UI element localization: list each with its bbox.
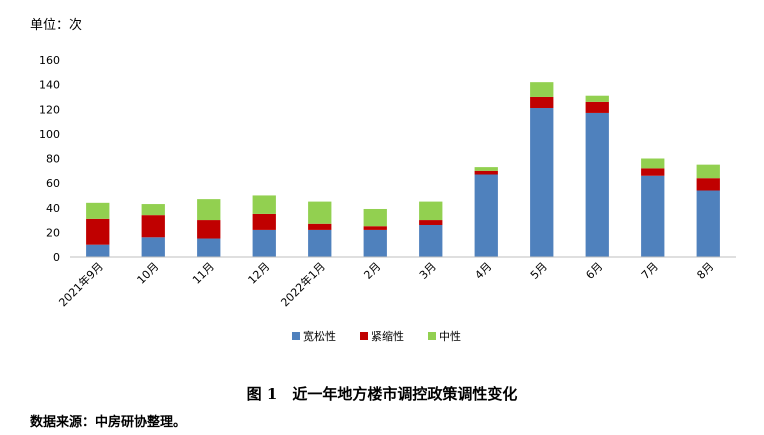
legend-swatch <box>360 332 368 340</box>
bar-segment-loose <box>585 112 609 257</box>
bar-segment-loose <box>86 244 110 257</box>
bar-segment-neutral <box>530 82 554 97</box>
bar-segment-loose <box>530 108 554 257</box>
bar-segment-tight <box>252 213 276 230</box>
bar-segment-loose <box>197 238 221 257</box>
legend: 宽松性 紧缩性 中性 <box>292 329 461 343</box>
stacked-bar-chart: 0 20 40 60 80 100 120 140 160 2021年9月 10月 11月 12月 20… <box>39 54 736 343</box>
x-tick-label: 2月 <box>361 260 383 282</box>
y-tick-label: 140 <box>39 79 60 92</box>
bar-segment-neutral <box>141 204 165 216</box>
bar-segment-tight <box>86 218 110 245</box>
bar-segment-loose <box>252 229 276 257</box>
x-tick-label: 2022年1月 <box>278 259 328 309</box>
bar-segment-neutral <box>585 95 609 102</box>
bar-segment-neutral <box>696 164 720 179</box>
bar-segment-loose <box>308 229 332 257</box>
legend-label: 宽松性 <box>303 329 336 343</box>
x-tick-label: 6月 <box>583 260 605 282</box>
y-tick-label: 160 <box>39 54 60 67</box>
bar-segment-loose <box>419 224 443 257</box>
x-tick-label: 2021年9月 <box>56 259 106 309</box>
unit-label: 单位：次 <box>30 18 83 33</box>
x-tick-label: 11月 <box>190 260 217 287</box>
x-axis: 2021年9月 10月 11月 12月 2022年1月 2月 3月 4月 5月 6月 7月 8月 <box>56 259 717 309</box>
bars-group <box>86 82 720 257</box>
bar-segment-tight <box>641 168 665 176</box>
bar-segment-neutral <box>197 199 221 221</box>
bar-segment-neutral <box>419 201 443 221</box>
legend-swatch <box>428 332 436 340</box>
x-tick-label: 7月 <box>639 260 661 282</box>
x-tick-label: 8月 <box>694 260 716 282</box>
bar-segment-tight <box>197 220 221 239</box>
data-source: 数据来源：中房研协整理。 <box>30 415 187 430</box>
legend-swatch <box>292 332 300 340</box>
legend-label: 中性 <box>439 329 461 343</box>
y-axis: 0 20 40 60 80 100 120 140 160 <box>39 54 60 264</box>
bar-segment-neutral <box>641 158 665 169</box>
bar-segment-loose <box>696 190 720 257</box>
bar-segment-neutral <box>86 202 110 219</box>
y-tick-label: 120 <box>39 103 60 116</box>
bar-segment-tight <box>474 170 498 175</box>
bar-segment-tight <box>308 223 332 230</box>
bar-segment-tight <box>585 101 609 113</box>
y-tick-label: 80 <box>46 153 60 166</box>
x-tick-label: 3月 <box>417 260 439 282</box>
bar-segment-loose <box>141 237 165 257</box>
x-tick-label: 12月 <box>246 260 273 287</box>
bar-segment-neutral <box>474 167 498 171</box>
x-tick-label: 10月 <box>135 260 162 287</box>
bar-segment-neutral <box>308 201 332 224</box>
y-tick-label: 100 <box>39 128 60 141</box>
x-tick-label: 4月 <box>472 260 494 282</box>
y-tick-label: 20 <box>46 226 60 239</box>
y-tick-label: 40 <box>46 202 60 215</box>
bar-segment-loose <box>474 174 498 257</box>
bar-segment-tight <box>363 226 387 230</box>
bar-segment-neutral <box>252 195 276 214</box>
bar-segment-loose <box>641 175 665 257</box>
figure-caption: 图 1 近一年地方楼市调控政策调性变化 <box>246 385 518 403</box>
x-tick-label: 5月 <box>528 260 550 282</box>
bar-segment-tight <box>530 96 554 109</box>
bar-segment-loose <box>363 229 387 257</box>
legend-label: 紧缩性 <box>371 329 404 343</box>
bar-segment-tight <box>419 220 443 225</box>
bar-segment-tight <box>141 215 165 238</box>
bar-segment-tight <box>696 178 720 191</box>
y-tick-label: 60 <box>46 177 60 190</box>
y-tick-label: 0 <box>53 251 60 264</box>
bar-segment-neutral <box>363 208 387 227</box>
